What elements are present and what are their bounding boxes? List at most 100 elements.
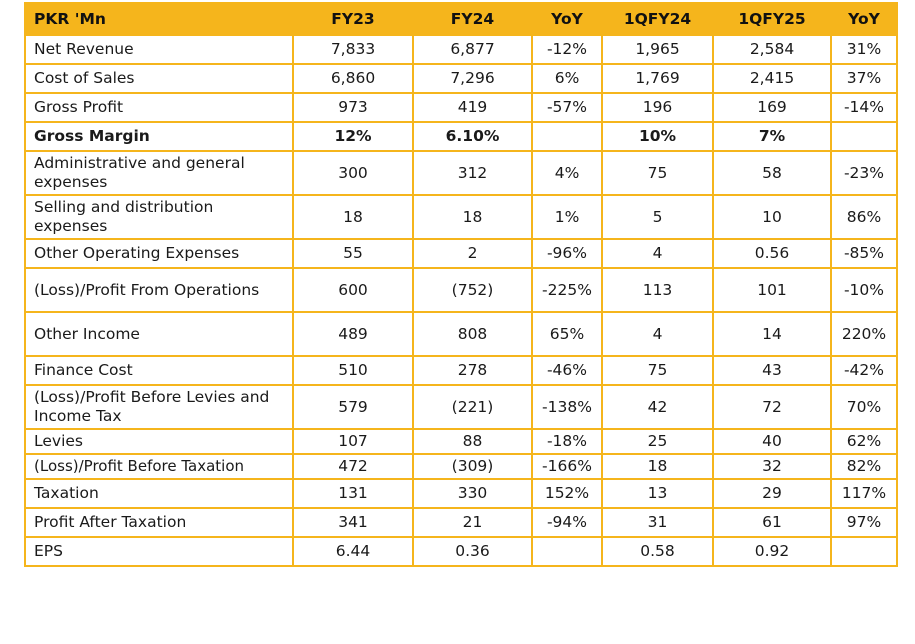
cell-yoy-annual: -94% <box>531 507 603 538</box>
cell-1qfy25: 0.92 <box>712 536 832 567</box>
row-label: Profit After Taxation <box>24 507 294 538</box>
cell-fy24: 18 <box>412 194 533 240</box>
cell-yoy-quarterly: 117% <box>830 478 898 509</box>
cell-yoy-annual: -225% <box>531 267 603 313</box>
cell-1qfy25: 169 <box>712 92 832 123</box>
table-row: Profit After Taxation 341 21 -94% 31 61 97% <box>24 507 898 538</box>
cell-fy23: 6.44 <box>292 536 414 567</box>
cell-fy24: 88 <box>412 428 533 455</box>
cell-fy24: (221) <box>412 384 533 430</box>
cell-fy23: 107 <box>292 428 414 455</box>
cell-1qfy25: 40 <box>712 428 832 455</box>
cell-1qfy24: 13 <box>601 478 714 509</box>
cell-fy23: 300 <box>292 150 414 196</box>
cell-fy23: 973 <box>292 92 414 123</box>
table-row: (Loss)/Profit From Operations 600 (752) -22… <box>24 267 898 313</box>
table-row: Other Operating Expenses 55 2 -96% 4 0.56 -85% <box>24 238 898 269</box>
cell-1qfy25: 2,584 <box>712 34 832 65</box>
table-row: Taxation 131 330 152% 13 29 117% <box>24 478 898 509</box>
row-label: Cost of Sales <box>24 63 294 94</box>
cell-yoy-quarterly <box>830 536 898 567</box>
cell-yoy-quarterly: 97% <box>830 507 898 538</box>
cell-1qfy25: 61 <box>712 507 832 538</box>
cell-yoy-quarterly: 37% <box>830 63 898 94</box>
cell-fy23: 600 <box>292 267 414 313</box>
cell-yoy-annual: -96% <box>531 238 603 269</box>
cell-fy23: 55 <box>292 238 414 269</box>
cell-yoy-annual: 152% <box>531 478 603 509</box>
table-body: Net Revenue 7,833 6,877 -12% 1,965 2,584 31% Co… <box>24 34 898 567</box>
row-label: Finance Cost <box>24 355 294 386</box>
cell-fy24: 419 <box>412 92 533 123</box>
cell-yoy-annual: -57% <box>531 92 603 123</box>
cell-1qfy24: 18 <box>601 453 714 480</box>
cell-1qfy25: 29 <box>712 478 832 509</box>
cell-yoy-quarterly: -14% <box>830 92 898 123</box>
row-label: Selling and distribution expenses <box>24 194 294 240</box>
table-row: Gross Margin 12% 6.10% 10% 7% <box>24 121 898 152</box>
table-row: Selling and distribution expenses 18 18 1% 5… <box>24 194 898 240</box>
table-row: Administrative and general expenses 300 31… <box>24 150 898 196</box>
cell-1qfy24: 196 <box>601 92 714 123</box>
row-label: Taxation <box>24 478 294 509</box>
cell-fy24: 6.10% <box>412 121 533 152</box>
cell-yoy-annual: -138% <box>531 384 603 430</box>
cell-yoy-annual <box>531 536 603 567</box>
cell-yoy-quarterly: 62% <box>830 428 898 455</box>
row-label: (Loss)/Profit Before Levies and Income T… <box>24 384 294 430</box>
cell-1qfy24: 4 <box>601 238 714 269</box>
cell-fy24: 312 <box>412 150 533 196</box>
cell-yoy-annual: -12% <box>531 34 603 65</box>
cell-yoy-quarterly: 86% <box>830 194 898 240</box>
row-label: Gross Profit <box>24 92 294 123</box>
cell-fy23: 7,833 <box>292 34 414 65</box>
table-row: EPS 6.44 0.36 0.58 0.92 <box>24 536 898 567</box>
cell-1qfy25: 7% <box>712 121 832 152</box>
table-row: Gross Profit 973 419 -57% 196 169 -14% <box>24 92 898 123</box>
financial-summary-table: PKR 'Mn FY23 FY24 YoY 1QFY24 1QFY25 YoY … <box>24 2 898 567</box>
header-1qfy24: 1QFY24 <box>601 2 714 36</box>
cell-fy24: (309) <box>412 453 533 480</box>
table-header-row: PKR 'Mn FY23 FY24 YoY 1QFY24 1QFY25 YoY <box>24 2 898 36</box>
row-label: Net Revenue <box>24 34 294 65</box>
cell-fy24: 0.36 <box>412 536 533 567</box>
cell-1qfy24: 113 <box>601 267 714 313</box>
table-row: Finance Cost 510 278 -46% 75 43 -42% <box>24 355 898 386</box>
cell-fy23: 18 <box>292 194 414 240</box>
cell-fy23: 12% <box>292 121 414 152</box>
cell-yoy-annual: 4% <box>531 150 603 196</box>
row-label: EPS <box>24 536 294 567</box>
cell-1qfy24: 5 <box>601 194 714 240</box>
cell-1qfy24: 10% <box>601 121 714 152</box>
row-label: (Loss)/Profit From Operations <box>24 267 294 313</box>
cell-1qfy25: 2,415 <box>712 63 832 94</box>
cell-yoy-annual: 65% <box>531 311 603 357</box>
cell-yoy-quarterly: -42% <box>830 355 898 386</box>
cell-fy23: 131 <box>292 478 414 509</box>
row-label: (Loss)/Profit Before Taxation <box>24 453 294 480</box>
cell-1qfy25: 58 <box>712 150 832 196</box>
row-label: Levies <box>24 428 294 455</box>
cell-fy24: 21 <box>412 507 533 538</box>
cell-1qfy24: 4 <box>601 311 714 357</box>
row-label: Administrative and general expenses <box>24 150 294 196</box>
table-row: Other Income 489 808 65% 4 14 220% <box>24 311 898 357</box>
row-label: Other Operating Expenses <box>24 238 294 269</box>
cell-fy24: (752) <box>412 267 533 313</box>
cell-yoy-quarterly: 220% <box>830 311 898 357</box>
header-yoy-annual: YoY <box>531 2 603 36</box>
header-fy24: FY24 <box>412 2 533 36</box>
cell-yoy-quarterly: -10% <box>830 267 898 313</box>
cell-1qfy25: 72 <box>712 384 832 430</box>
cell-yoy-annual <box>531 121 603 152</box>
cell-1qfy25: 101 <box>712 267 832 313</box>
table-row: Levies 107 88 -18% 25 40 62% <box>24 428 898 455</box>
cell-1qfy25: 32 <box>712 453 832 480</box>
cell-fy23: 489 <box>292 311 414 357</box>
table-row: (Loss)/Profit Before Taxation 472 (309) -16… <box>24 453 898 480</box>
cell-1qfy24: 31 <box>601 507 714 538</box>
cell-1qfy25: 10 <box>712 194 832 240</box>
header-unit: PKR 'Mn <box>24 2 294 36</box>
header-fy23: FY23 <box>292 2 414 36</box>
cell-1qfy24: 75 <box>601 150 714 196</box>
